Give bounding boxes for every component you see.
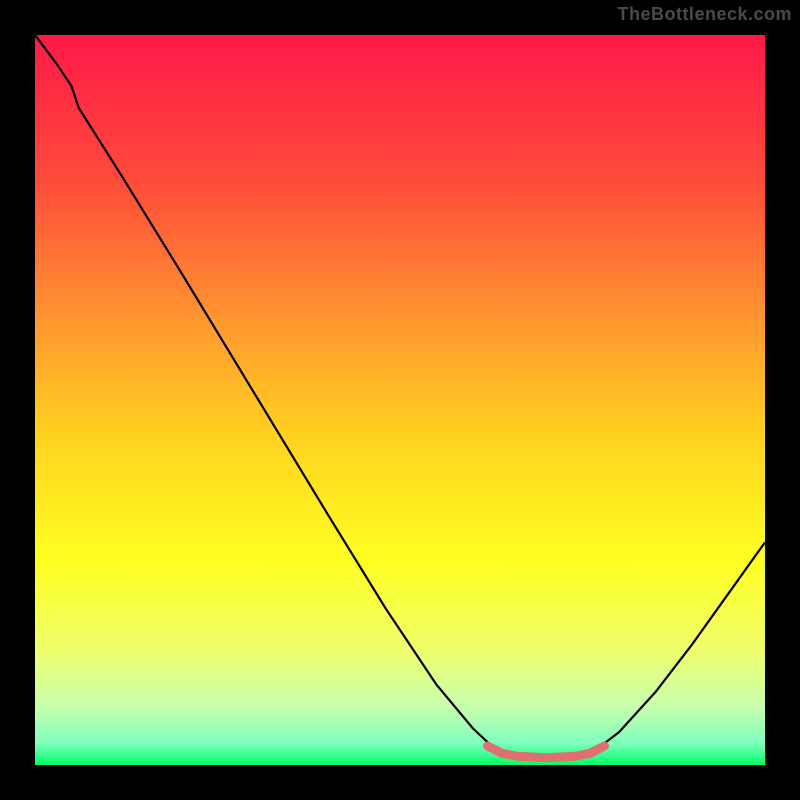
- chart-frame: TheBottleneck.com: [0, 0, 800, 800]
- watermark-text: TheBottleneck.com: [617, 4, 792, 25]
- plot-background: [35, 35, 765, 765]
- bottleneck-chart: [35, 35, 765, 765]
